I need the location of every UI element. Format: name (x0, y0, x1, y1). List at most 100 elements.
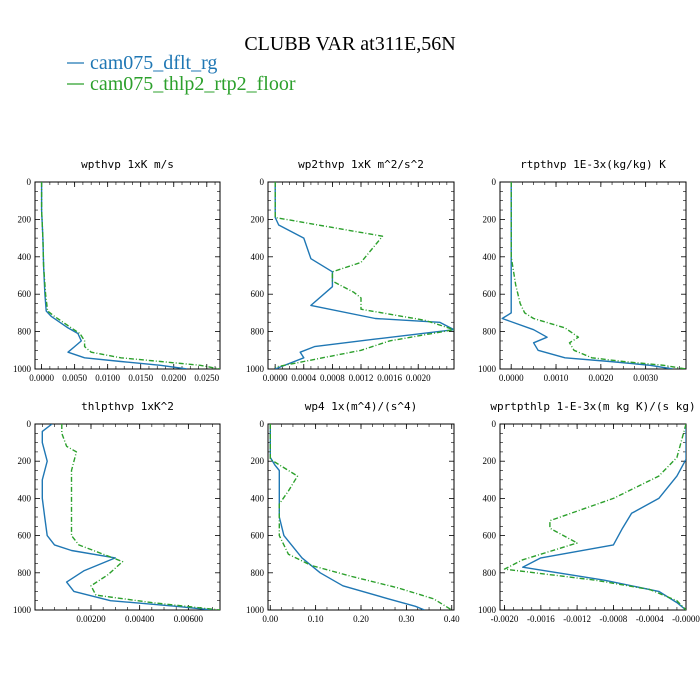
x-tick-label: 0.0020 (406, 373, 431, 383)
x-tick-label: 0.00200 (76, 614, 106, 624)
x-tick-label: 0.0150 (128, 373, 153, 383)
y-tick-label: 600 (483, 289, 497, 299)
series-group (501, 182, 686, 369)
x-tick-label: 0.0010 (544, 373, 569, 383)
series-line-thlp2-rtp2-floor (269, 424, 453, 610)
plot-frame (267, 423, 455, 611)
plot-frame (499, 423, 687, 611)
x-tick-label: -0.0016 (527, 614, 555, 624)
series-line-thlp2-rtp2-floor (61, 424, 220, 610)
x-tick-label: 0.00600 (174, 614, 204, 624)
chart-panel-3: rtpthvp 1E-3x(kg/kg) K020040060080010000… (478, 158, 687, 383)
series-group (274, 182, 454, 369)
y-tick-label: 200 (483, 456, 497, 466)
y-tick-label: 400 (251, 252, 265, 262)
y-tick-label: 800 (251, 327, 265, 337)
x-tick-label: 0.0020 (588, 373, 613, 383)
x-tick-label: 0.0030 (633, 373, 658, 383)
series-line-thlp2-rtp2-floor (40, 182, 220, 369)
y-tick-label: 0 (492, 419, 497, 429)
y-tick-label: 600 (251, 289, 265, 299)
y-tick-label: 0 (27, 419, 32, 429)
chart-panel-2: wp2thvp 1xK m^2/s^2020040060080010000.00… (246, 158, 455, 383)
plot-frame (34, 423, 221, 611)
y-tick-label: 800 (483, 568, 497, 578)
y-tick-label: 1000 (246, 364, 265, 374)
x-tick-label: 0.0000 (499, 373, 524, 383)
y-tick-label: 1000 (478, 364, 497, 374)
y-tick-label: 1000 (246, 605, 265, 615)
y-tick-label: 400 (18, 252, 32, 262)
y-tick-label: 0 (260, 419, 265, 429)
series-line-thlp2-rtp2-floor (274, 182, 454, 368)
x-tick-label: -0.0008 (600, 614, 628, 624)
figure-title: CLUBB VAR at311E,56N (244, 33, 455, 55)
y-tick-label: 400 (18, 493, 32, 503)
y-tick-label: 800 (251, 568, 265, 578)
x-tick-label: 0.0016 (377, 373, 402, 383)
panel-title: wp2thvp 1xK m^2/s^2 (298, 158, 424, 171)
y-tick-label: 400 (483, 252, 497, 262)
y-tick-label: 800 (18, 327, 32, 337)
y-tick-label: 200 (18, 214, 32, 224)
y-tick-label: 600 (18, 289, 32, 299)
x-tick-label: 0.0008 (320, 373, 345, 383)
y-tick-label: 600 (483, 531, 497, 541)
y-tick-label: 1000 (13, 364, 32, 374)
panel-title: wpthvp 1xK m/s (81, 158, 174, 171)
y-tick-label: 600 (18, 531, 32, 541)
panel-title: wprtpthlp 1-E-3x(m kg K)/(s kg) (490, 400, 695, 413)
chart-panel-4: thlpthvp 1xK^2 0 200 400 600 800 1000 0.00200 0.… (13, 400, 221, 624)
x-tick-label: 0.00 (262, 614, 278, 624)
x-tick-label: 0.00400 (125, 614, 155, 624)
series-line-dflt-rg (269, 424, 425, 610)
series-group (41, 424, 220, 610)
x-tick-label: 0.0012 (349, 373, 374, 383)
y-tick-label: 800 (18, 568, 32, 578)
y-tick-label: 0 (27, 177, 32, 187)
plot-frame (499, 181, 687, 370)
y-tick-label: 0 (260, 177, 265, 187)
x-tick-label: 0.40 (444, 614, 460, 624)
x-tick-label: -0.0000 (672, 614, 700, 624)
y-tick-label: 200 (483, 214, 497, 224)
x-tick-label: 0.0200 (161, 373, 186, 383)
x-tick-label: 0.0000 (263, 373, 288, 383)
series-line-thlp2-rtp2-floor (503, 424, 686, 610)
x-tick-label: 0.0050 (62, 373, 87, 383)
x-tick-label: -0.0004 (636, 614, 664, 624)
series-group (40, 182, 220, 369)
chart-panel-6: wprtpthlp 1-E-3x(m kg K)/(s kg) 0 200 400 60… (478, 400, 700, 624)
series-line-dflt-rg (274, 182, 454, 369)
y-tick-label: 200 (18, 456, 32, 466)
x-tick-label: 0.0004 (291, 373, 316, 383)
x-tick-label: 0.0250 (194, 373, 219, 383)
series-group (269, 424, 453, 610)
x-tick-label: 0.30 (398, 614, 414, 624)
y-tick-label: 600 (251, 531, 265, 541)
y-tick-label: 800 (483, 327, 497, 337)
panel-title: rtpthvp 1E-3x(kg/kg) K (520, 158, 666, 171)
y-tick-label: 200 (251, 456, 265, 466)
x-tick-label: 0.0000 (29, 373, 54, 383)
panel-title: wp4 1x(m^4)/(s^4) (305, 400, 418, 413)
y-tick-label: 400 (483, 493, 497, 503)
legend-label-2: cam075_thlp2_rtp2_floor (90, 73, 296, 95)
series-line-dflt-rg (501, 182, 673, 369)
series-line-dflt-rg (40, 182, 188, 369)
series-group (503, 424, 686, 610)
y-tick-label: 0 (492, 177, 497, 187)
y-tick-label: 1000 (478, 605, 497, 615)
series-line-thlp2-rtp2-floor (510, 182, 686, 369)
x-tick-label: 0.10 (308, 614, 324, 624)
plot-frame (34, 181, 221, 370)
legend-label-1: cam075_dflt_rg (90, 52, 217, 74)
series-line-dflt-rg (522, 424, 686, 610)
y-tick-label: 200 (251, 214, 265, 224)
x-tick-label: -0.0012 (563, 614, 591, 624)
y-tick-label: 1000 (13, 605, 32, 615)
